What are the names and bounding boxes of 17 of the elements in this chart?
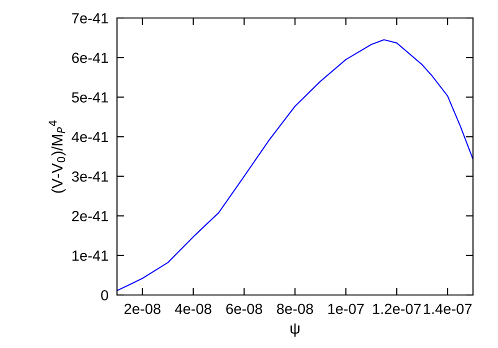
y-tick-label: 7e-41 bbox=[72, 13, 108, 24]
y-tick-label: 3e-41 bbox=[72, 171, 108, 182]
y-tick-label: 4e-41 bbox=[72, 132, 108, 142]
y-tick-label: 0 bbox=[101, 290, 108, 300]
y-axis-title: (V-V$_{0}$)/M$_{P}$$^{4}$ bbox=[48, 120, 66, 193]
x-tick-label: 1.2e-07 bbox=[373, 304, 421, 314]
x-tick-label: 1e-07 bbox=[328, 304, 364, 314]
y-tick-label: 2e-41 bbox=[72, 210, 108, 222]
x-tick-label: 2e-08 bbox=[124, 304, 160, 314]
y-tick-label: 5e-41 bbox=[72, 92, 108, 103]
x-tick-label: 8e-08 bbox=[276, 304, 314, 314]
x-axis-title: ψ bbox=[290, 324, 300, 337]
x-tick-label: 1.4e-07 bbox=[424, 304, 472, 314]
x-tick-label: 6e-08 bbox=[226, 304, 262, 314]
x-tick-label: 4e-08 bbox=[174, 304, 212, 314]
y-tick-label: 1e-41 bbox=[72, 250, 108, 261]
y-tick-label: 6e-41 bbox=[72, 52, 108, 63]
